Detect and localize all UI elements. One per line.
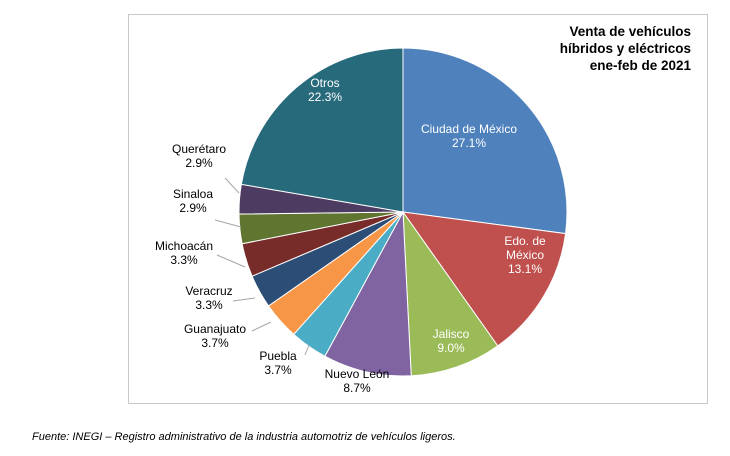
leader-line bbox=[304, 344, 310, 356]
slice-value-label: 3.3% bbox=[170, 253, 198, 267]
slice-name-label: Michoacán bbox=[155, 239, 213, 253]
slice-value-label: 3.7% bbox=[264, 363, 292, 377]
slice-name-label: México bbox=[506, 248, 544, 262]
slice-name-label: Puebla bbox=[259, 349, 297, 363]
leader-line bbox=[214, 219, 242, 228]
slice-name-label: Ciudad de México bbox=[421, 122, 517, 136]
chart-title-line: Venta de vehículos bbox=[569, 24, 691, 39]
slice-name-label: Nuevo León bbox=[325, 367, 390, 381]
slice-name-label: Querétaro bbox=[172, 142, 226, 156]
pie-slice bbox=[402, 210, 499, 377]
slice-value-label: 8.7% bbox=[343, 381, 371, 395]
slice-name-label: Veracruz bbox=[185, 284, 232, 298]
slice-value-label: 2.9% bbox=[179, 201, 207, 215]
leader-line bbox=[251, 321, 272, 332]
leader-line bbox=[224, 177, 240, 194]
slice-value-label: 3.7% bbox=[201, 336, 229, 350]
slice-name-label: Otros bbox=[310, 76, 339, 90]
slice-name-label: Jalisco bbox=[433, 327, 470, 341]
slice-name-label: Sinaloa bbox=[173, 187, 213, 201]
pie-slice bbox=[324, 210, 412, 377]
chart-frame: Ciudad de México 27.1% Edo. de México 13.1% J… bbox=[128, 14, 708, 404]
slice-name-label: Guanajuato bbox=[184, 322, 246, 336]
chart-title-line: ene-feb de 2021 bbox=[589, 58, 691, 73]
leader-line bbox=[216, 254, 246, 268]
source-note: Fuente: INEGI – Registro administrativo … bbox=[32, 431, 456, 443]
slice-name-label: Edo. de bbox=[504, 234, 546, 248]
slice-value-label: 13.1% bbox=[508, 262, 542, 276]
pie-slice bbox=[240, 47, 404, 213]
chart-title: Venta de vehículos híbridos y eléctricos… bbox=[491, 23, 691, 74]
slice-value-label: 9.0% bbox=[437, 341, 465, 355]
pie-slice bbox=[402, 47, 568, 235]
leader-line bbox=[232, 297, 256, 302]
pie-slice bbox=[401, 211, 567, 347]
slice-value-label: 3.3% bbox=[195, 298, 223, 312]
slice-value-label: 2.9% bbox=[185, 156, 213, 170]
chart-title-line: híbridos y eléctricos bbox=[559, 41, 691, 56]
slice-value-label: 27.1% bbox=[452, 136, 486, 150]
slice-value-label: 22.3% bbox=[308, 90, 342, 104]
